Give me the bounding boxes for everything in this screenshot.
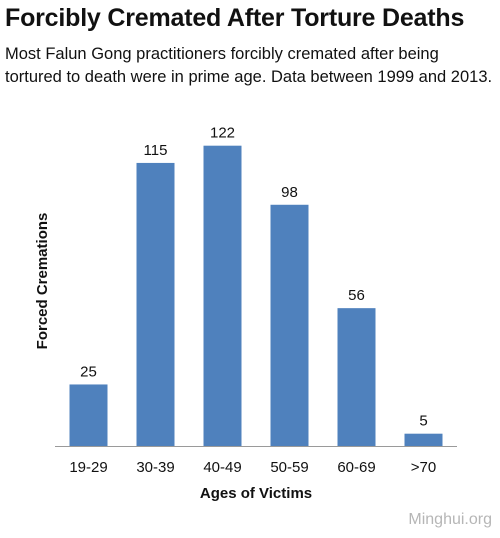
x-tick-label-19-29: 19-29 [69, 459, 107, 476]
y-axis-label: Forced Cremations [34, 213, 51, 350]
x-tick-label-60-69: 60-69 [337, 459, 375, 476]
data-label-60-69: 56 [348, 287, 365, 304]
x-axis-label: Ages of Victims [200, 485, 312, 502]
data-label-19-29: 25 [80, 363, 97, 380]
bar-30-39 [136, 162, 175, 446]
x-tick-label-30-39: 30-39 [136, 459, 174, 476]
watermark: Minghui.org [408, 511, 492, 528]
bar-19-29 [69, 384, 108, 446]
page-subtitle: Most Falun Gong practitioners forcibly c… [5, 45, 493, 86]
data-label-30-39: 115 [144, 142, 168, 159]
x-tick-label-50-59: 50-59 [270, 459, 308, 476]
data-label-40-49: 122 [210, 125, 235, 142]
x-tick-label-40-49: 40-49 [203, 459, 241, 476]
x-tick-label->70: >70 [411, 459, 436, 476]
data-label->70: 5 [419, 413, 427, 430]
bar-40-49 [203, 145, 242, 446]
data-label-50-59: 98 [281, 184, 298, 201]
bar-60-69 [337, 308, 376, 446]
bar-50-59 [270, 204, 309, 446]
bar->70 [404, 433, 443, 446]
page-title: Forcibly Cremated After Torture Deaths [5, 4, 465, 32]
